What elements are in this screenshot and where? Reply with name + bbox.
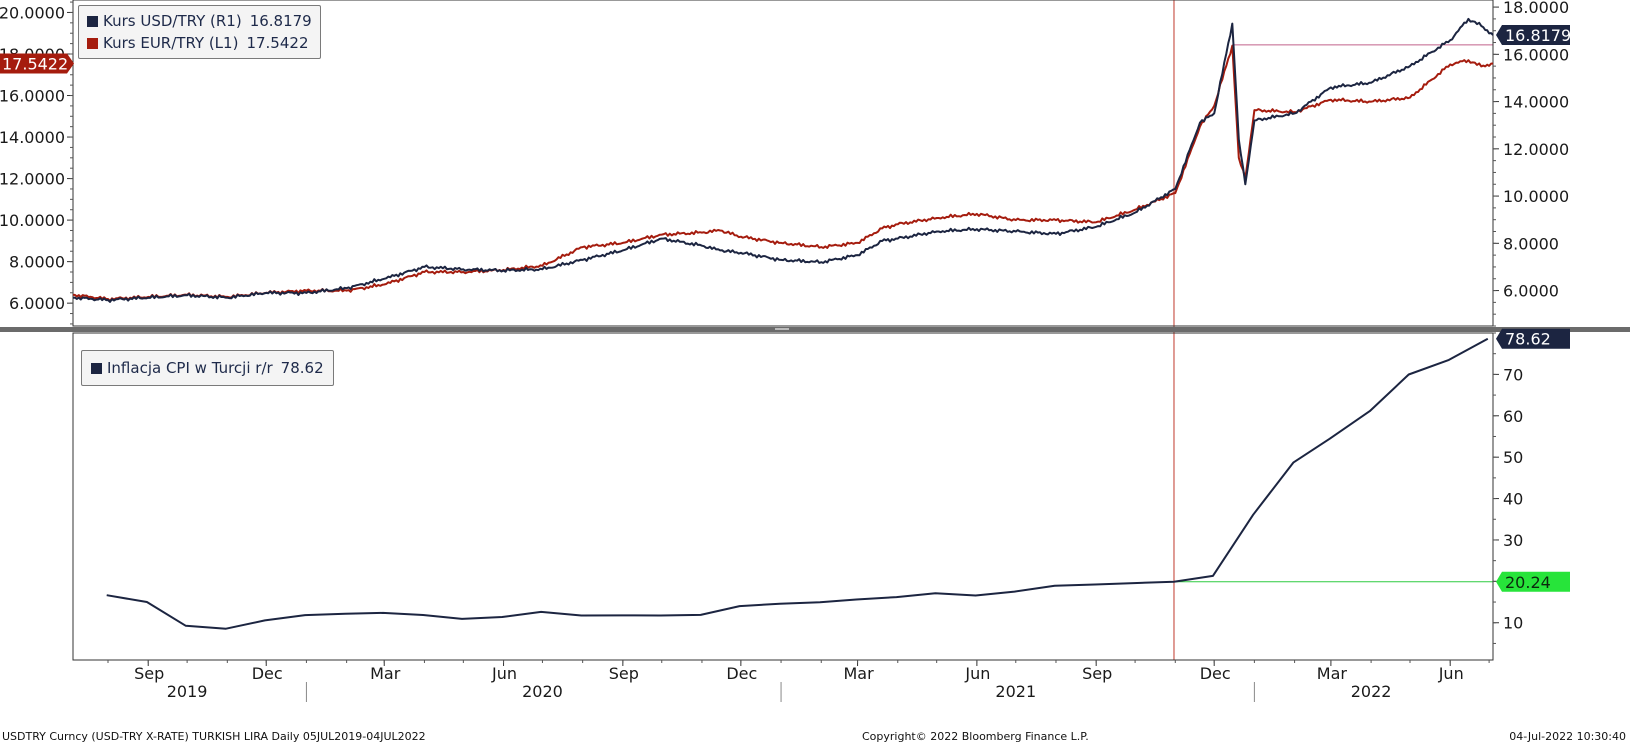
left-tick-label: 16.0000 [0, 87, 65, 106]
panel-divider [0, 327, 1630, 332]
badge-cpi-text: 78.62 [1505, 330, 1551, 349]
x-month-label: Sep [1082, 664, 1112, 683]
badge-cpi-reference-text: 20.24 [1505, 573, 1551, 592]
legend-bottom: Inflacja CPI w Turcji r/r 78.62 [81, 350, 334, 386]
badge-cpi-reference-shape [1496, 571, 1570, 592]
left-tick-label: 6.0000 [9, 294, 65, 313]
x-month-label: Dec [726, 664, 757, 683]
badge-cpi-shape [1496, 328, 1570, 349]
legend-entry-usdtry: Kurs USD/TRY (R1) 16.8179 [87, 10, 312, 32]
left-tick-label: 8.0000 [9, 253, 65, 272]
legend-value-usdtry: 16.8179 [249, 12, 312, 30]
x-year-label: 2021 [995, 682, 1036, 701]
x-month-label: Mar [1317, 664, 1348, 683]
panel-splitter-handle [775, 328, 789, 330]
right-tick-label: 12.0000 [1503, 140, 1569, 159]
badge-usdtry-shape [1496, 25, 1570, 46]
right-tick-label: 14.0000 [1503, 93, 1569, 112]
bottom-panel-frame [72, 332, 1494, 661]
badge-cpi-reference: 20.24 [1496, 571, 1570, 592]
badge-eurtry-shape [0, 53, 74, 74]
x-year-label: 2020 [522, 682, 563, 701]
left-tick-label: 10.0000 [0, 211, 65, 230]
right-tick-label-bottom: 40 [1503, 490, 1523, 509]
left-tick-label: 20.0000 [0, 3, 65, 22]
legend-swatch-usdtry [87, 15, 98, 27]
right-tick-label: 8.0000 [1503, 234, 1559, 253]
right-tick-label: 6.0000 [1503, 282, 1559, 301]
x-month-label: Mar [843, 664, 874, 683]
x-month-label: Sep [134, 664, 164, 683]
right-tick-label-bottom: 60 [1503, 407, 1523, 426]
x-month-label: Jun [491, 664, 517, 683]
x-month-label: Dec [1200, 664, 1231, 683]
left-tick-label: 14.0000 [0, 128, 65, 147]
badge-usdtry-text: 16.8179 [1505, 26, 1571, 45]
badge-usdtry: 16.8179 [1496, 25, 1571, 46]
legend-label-eurtry: Kurs EUR/TRY (L1) [103, 34, 239, 52]
footer-copyright: Copyright© 2022 Bloomberg Finance L.P. [862, 730, 1089, 743]
legend-value-eurtry: 17.5422 [246, 34, 309, 52]
right-tick-label: 18.0000 [1503, 0, 1569, 17]
footer-timestamp: 04-Jul-2022 10:30:40 [1509, 730, 1626, 743]
badge-eurtry: 17.5422 [0, 53, 74, 74]
x-month-label: Mar [370, 664, 401, 683]
x-month-label: Sep [609, 664, 639, 683]
legend-label-usdtry: Kurs USD/TRY (R1) [103, 12, 242, 30]
right-tick-label-bottom: 30 [1503, 531, 1523, 550]
right-tick-label-bottom: 10 [1503, 614, 1523, 633]
right-tick-label: 10.0000 [1503, 187, 1569, 206]
x-month-label: Dec [252, 664, 283, 683]
chart-canvas: 6.0000 8.0000 10.0000 12.0000 14.0000 16.0000… [0, 0, 1630, 702]
left-tick-label: 12.0000 [0, 170, 65, 189]
series-usdtry-line [72, 17, 1494, 303]
right-tick-label: 16.0000 [1503, 45, 1569, 64]
legend-top: Kurs USD/TRY (R1) 16.8179 Kurs EUR/TRY (… [78, 5, 321, 59]
legend-value-cpi: 78.62 [280, 359, 324, 377]
legend-swatch-cpi [91, 362, 102, 374]
badge-cpi: 78.62 [1496, 328, 1570, 349]
legend-swatch-eurtry [87, 37, 98, 49]
series-cpi-line [106, 337, 1489, 630]
right-tick-label-bottom: 50 [1503, 448, 1523, 467]
x-year-label: 2022 [1351, 682, 1392, 701]
x-month-label: Jun [1438, 664, 1464, 683]
series-eurtry-line [73, 44, 1494, 302]
badge-eurtry-text: 17.5422 [2, 54, 68, 73]
footer-source: USDTRY Curncy (USD-TRY X-RATE) TURKISH L… [2, 730, 426, 743]
top-panel-frame [72, 0, 1494, 327]
right-tick-label-bottom: 70 [1503, 365, 1523, 384]
legend-entry-cpi: Inflacja CPI w Turcji r/r 78.62 [91, 357, 324, 379]
x-month-label: Jun [964, 664, 990, 683]
x-year-label: 2019 [167, 682, 208, 701]
legend-label-cpi: Inflacja CPI w Turcji r/r [107, 359, 273, 377]
legend-entry-eurtry: Kurs EUR/TRY (L1) 17.5422 [87, 32, 312, 54]
